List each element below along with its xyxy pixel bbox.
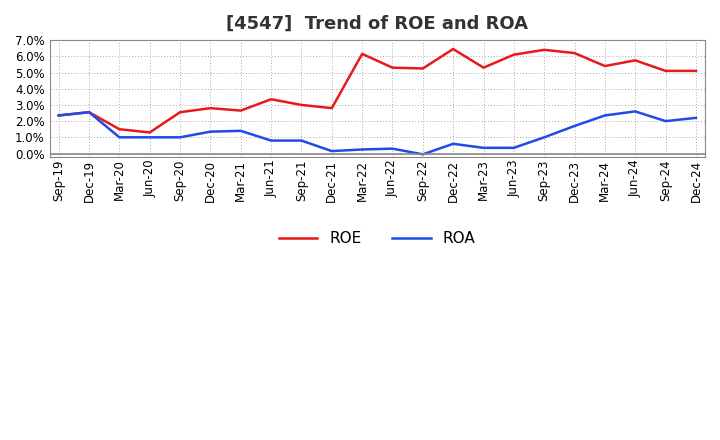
ROE [692, 68, 701, 73]
ROE [418, 66, 427, 71]
ROA [570, 123, 579, 128]
ROA [206, 129, 215, 134]
ROA [480, 145, 488, 150]
ROE [570, 51, 579, 56]
ROA [692, 115, 701, 121]
ROA [267, 138, 276, 143]
ROA [328, 148, 336, 154]
ROA [145, 135, 154, 140]
ROE [480, 65, 488, 70]
ROA [85, 110, 94, 115]
ROE [631, 58, 639, 63]
ROE [661, 68, 670, 73]
ROE [388, 65, 397, 70]
ROA [55, 113, 63, 118]
ROA [236, 128, 245, 133]
ROA [540, 135, 549, 140]
ROA [297, 138, 306, 143]
ROE [55, 113, 63, 118]
ROE [297, 102, 306, 107]
ROE [115, 127, 124, 132]
ROA [661, 118, 670, 124]
ROE [267, 97, 276, 102]
ROA [176, 135, 184, 140]
ROA [388, 146, 397, 151]
ROE [449, 46, 457, 51]
ROE [358, 51, 366, 56]
ROA [358, 147, 366, 152]
ROE [600, 63, 609, 69]
ROE [176, 110, 184, 115]
ROA [418, 152, 427, 157]
ROA [115, 135, 124, 140]
ROE [540, 47, 549, 52]
Line: ROE: ROE [59, 49, 696, 132]
ROE [85, 110, 94, 115]
ROA [449, 141, 457, 147]
ROA [600, 113, 609, 118]
Legend: ROE, ROA: ROE, ROA [273, 225, 482, 252]
Line: ROA: ROA [59, 111, 696, 154]
ROE [328, 106, 336, 111]
Title: [4547]  Trend of ROE and ROA: [4547] Trend of ROE and ROA [226, 15, 528, 33]
ROA [510, 145, 518, 150]
ROA [631, 109, 639, 114]
ROE [145, 130, 154, 135]
ROE [236, 108, 245, 113]
ROE [206, 106, 215, 111]
ROE [510, 52, 518, 57]
